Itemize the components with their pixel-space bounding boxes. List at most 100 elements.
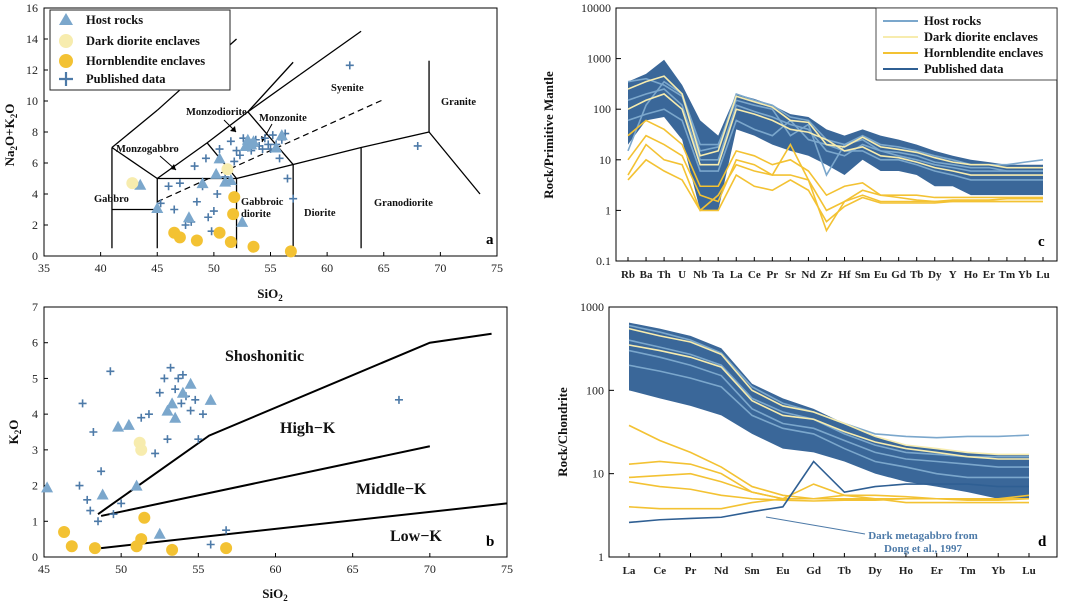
panel-b-ytick-label: 7 <box>32 300 38 314</box>
host-rock-pattern <box>627 108 1043 181</box>
host-rock-point <box>182 211 195 223</box>
field-low-k: Low−K <box>390 528 442 545</box>
published-point <box>198 410 207 419</box>
field-middle-k: Middle−K <box>356 481 427 498</box>
published-point <box>94 517 103 526</box>
panel-a-xtick-label: 65 <box>378 261 390 275</box>
panel-c-xtick-label: Ho <box>964 269 979 281</box>
legend-a-hbl-marker <box>59 54 73 68</box>
panel-c-xtick-label: Ta <box>712 269 724 281</box>
host-rock-point <box>166 397 179 409</box>
published-point <box>186 406 195 415</box>
hornblendite-point <box>284 245 297 258</box>
published-point <box>178 370 187 379</box>
panel-d-frame <box>608 306 1058 558</box>
panel-c-xtick-label: Th <box>657 269 670 281</box>
panel-d-xtick-label: Er <box>931 565 943 577</box>
published-point <box>232 146 241 155</box>
legend-c-published-label: Published data <box>924 62 1004 76</box>
published-point <box>163 435 172 444</box>
panel-c-ytick-label: 100 <box>593 102 611 116</box>
host-rock-point <box>196 177 209 189</box>
host-rock-point <box>204 393 217 405</box>
legend-c: Host rocks Dark diorite enclaves Hornble… <box>875 7 1058 81</box>
tas-boundary-line <box>299 30 362 76</box>
hornblendite-point <box>58 526 71 538</box>
panel-b-frame <box>43 306 508 558</box>
panel-a-ytick-label: 4 <box>32 187 38 201</box>
panel-a-label: a <box>486 232 494 248</box>
legend-c-dark-label: Dark diorite enclaves <box>924 30 1038 44</box>
panel-d-xtick-label: Yb <box>991 565 1005 577</box>
field-monzogabbro: Monzogabbro <box>116 144 179 155</box>
host-rock-point <box>210 167 223 179</box>
published-point <box>201 154 210 163</box>
hornblendite-point <box>65 540 78 553</box>
panel-b: Shoshonitic High−K Middle−K Low−K 45 50 55… <box>6 300 513 603</box>
legend-a-dark-label: Dark diorite enclaves <box>86 34 200 48</box>
panel-d-label: d <box>1038 534 1047 550</box>
published-point <box>268 131 277 140</box>
hornblendite-point <box>247 240 260 253</box>
published-point <box>86 506 95 515</box>
panel-d-xtick-label: Gd <box>806 565 821 577</box>
host-rock-point <box>270 141 283 153</box>
panel-b-ytick-label: 3 <box>32 443 38 457</box>
panel-a-ytick-label: 12 <box>26 63 38 77</box>
panel-a-ytick-label: 14 <box>26 32 38 46</box>
panel-a-ytick-label: 16 <box>26 1 38 15</box>
hornblendite-pattern <box>627 119 1043 199</box>
panel-c: Rb Ba Th U Nb Ta La Ce Pr Sr Nd Zr Hf Sm Eu Gd Tb Dy Y Ho Er… <box>541 1 1058 281</box>
panel-c-xtick-label: U <box>678 269 686 281</box>
panel-b-xtick-label: 55 <box>192 562 204 576</box>
panel-b-ytick-label: 6 <box>32 336 38 350</box>
panel-a-ytick-label: 6 <box>32 156 38 170</box>
published-point <box>137 413 146 422</box>
panel-b-ytick-label: 4 <box>32 407 38 421</box>
panel-b-xtick-label: 60 <box>270 562 282 576</box>
host-rock-point <box>213 152 226 164</box>
hornblendite-point <box>88 542 101 555</box>
published-point <box>283 174 292 183</box>
panel-c-xtick-label: Sr <box>785 269 796 281</box>
dark-metagabbro-pattern <box>628 460 1029 524</box>
published-point <box>109 510 118 519</box>
hornblendite-pattern <box>628 480 1029 502</box>
legend-a-host-marker <box>59 13 73 25</box>
host-rock-point <box>134 178 147 190</box>
panel-b-ytick-label: 0 <box>32 550 38 564</box>
tas-boundary-line <box>247 74 301 113</box>
dark-diorite-point <box>135 443 148 456</box>
panel-c-xtick-label: Y <box>949 269 957 281</box>
panel-c-ytick-label: 10000 <box>581 1 611 15</box>
hornblendite-pattern <box>627 134 1043 233</box>
hornblendite-point <box>220 542 233 555</box>
panel-c-xtick-label: Tm <box>999 269 1016 281</box>
published-point <box>194 435 203 444</box>
published-point <box>413 141 422 150</box>
hornblendite-point <box>190 234 203 247</box>
panel-b-label: b <box>486 534 494 550</box>
published-point <box>260 134 269 143</box>
tas-boundary-line <box>236 163 294 180</box>
panel-c-xtick-label: Tb <box>910 269 923 281</box>
panel-c-xtick-label: Pr <box>767 269 779 281</box>
panel-a-ytick-label: 8 <box>32 125 38 139</box>
panel-d-ytick-label: 100 <box>586 383 604 397</box>
panel-b-xtick-label: 75 <box>501 562 513 576</box>
panel-d-ytick-label: 1 <box>598 550 604 564</box>
panel-c-xtick-label: Gd <box>891 269 906 281</box>
published-point <box>235 151 244 160</box>
legend-a-published-marker <box>59 72 73 86</box>
panel-a-xtick-label: 50 <box>208 261 220 275</box>
panel-c-xtick-label: Lu <box>1036 269 1049 281</box>
tas-boundary-line <box>156 142 208 180</box>
panel-c-label: c <box>1038 234 1045 250</box>
panel-a-xtick-label: 40 <box>95 261 107 275</box>
panel-b-xtick-label: 70 <box>424 562 436 576</box>
host-rock-point <box>275 129 288 141</box>
panel-a-xtick-label: 75 <box>491 261 503 275</box>
host-rock-point <box>151 201 164 213</box>
field-granodiorite: Granodiorite <box>374 198 433 209</box>
